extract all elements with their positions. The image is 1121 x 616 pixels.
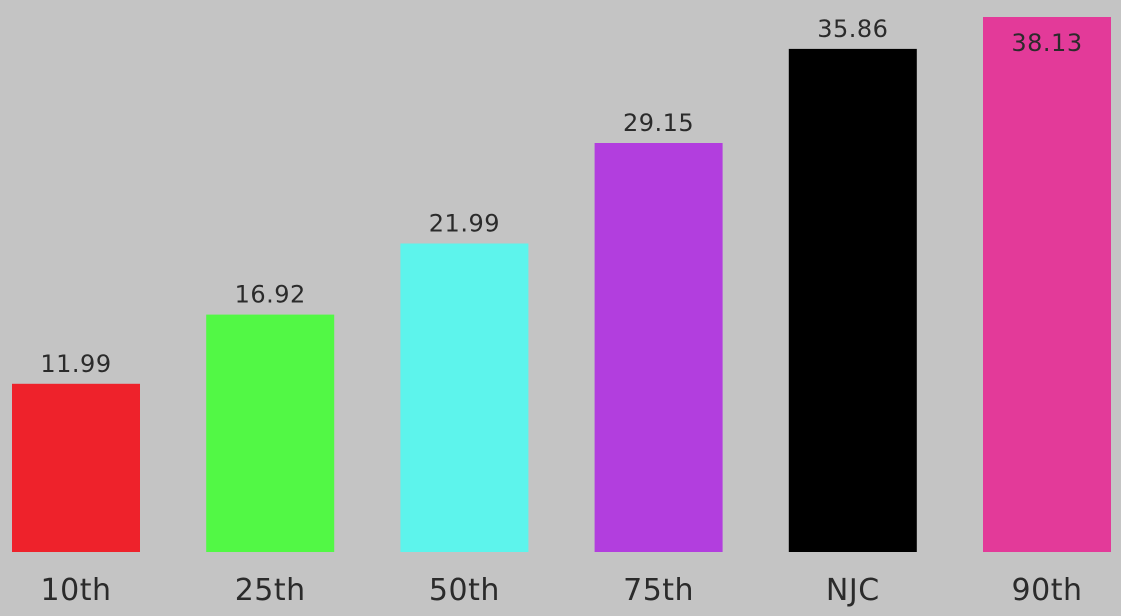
bar-value-label-75th: 29.15: [623, 109, 694, 137]
bar-value-label-25th: 16.92: [235, 281, 306, 309]
bar-25th: [206, 314, 335, 552]
category-labels-layer: 10th 25th 50th 75th NJC 90th: [41, 573, 1083, 608]
bar-10th: [12, 383, 140, 552]
bar-value-label-90th: 38.13: [1011, 29, 1082, 57]
value-labels-layer: 11.99 16.92 21.99 29.15 35.86 38.13: [40, 15, 1082, 378]
bar-90th: [983, 17, 1111, 552]
bar-value-label-50th: 21.99: [429, 210, 500, 238]
bar-value-label-10th: 11.99: [40, 350, 111, 378]
category-label-50th: 50th: [429, 573, 500, 608]
bar-value-label-njc: 35.86: [817, 15, 888, 43]
bar-njc: [788, 48, 917, 553]
bar-75th: [594, 143, 723, 552]
bar-50th: [400, 243, 529, 552]
bars-layer: [12, 17, 1111, 553]
category-label-75th: 75th: [623, 573, 694, 608]
category-label-njc: NJC: [826, 573, 880, 608]
category-label-10th: 10th: [41, 573, 112, 608]
category-label-25th: 25th: [235, 573, 306, 608]
category-label-90th: 90th: [1012, 573, 1083, 608]
